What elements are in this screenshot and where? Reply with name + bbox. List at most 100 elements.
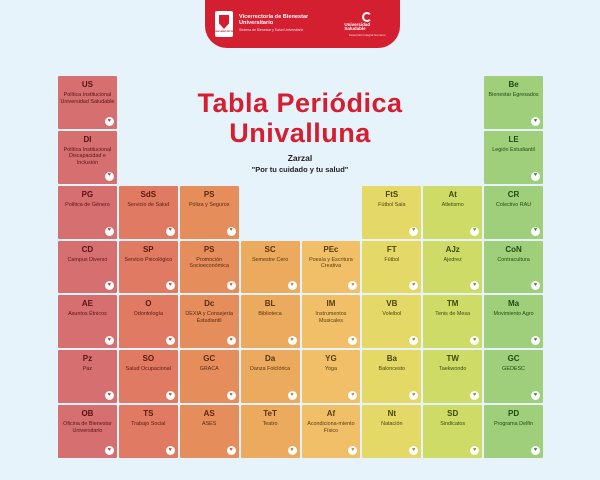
element-name: Movimiento Agro [493,311,534,318]
element-name: ASES [201,421,217,428]
element-name: Baloncesto [378,366,406,373]
element-symbol: PS [203,189,215,199]
element-name: Sindicatos [440,421,466,428]
heart-icon: ♥ [104,171,114,181]
element-cell: PD Programa Delfín ♥ [484,405,543,458]
element-symbol: SC [264,244,276,254]
element-name: Instrumentos Musicales [315,311,347,325]
element-cell: PEc Poesía y Escritura Creativa ♥ [301,240,361,294]
element-cell: IM Instrumentos Musicales ♥ [301,295,361,349]
element-cell: FT Fútbol ♥ [362,240,422,294]
element-cell: Dc DEXIA y Consejería Estudiantil ♥ [179,295,239,349]
element-symbol: TS [143,409,154,419]
element-symbol: O [145,299,152,309]
header-banner: Universidad del Valle Vicerrectoría de B… [205,0,400,48]
element-name: Natación [381,421,403,428]
element-cell: PS Promoción Socioeconómica ♥ [179,240,239,294]
element-cell: TW Taekwondo ♥ [423,350,483,404]
vicerrectoria-block: Vicerrectoría de Bienestar Universitario… [239,14,338,32]
element-name: Teatro [262,421,278,428]
element-name: Fútbol Sala [378,201,406,208]
element-name: Servicio de Salud [127,201,170,208]
heart-icon: ♥ [165,336,175,346]
heart-icon: ♥ [348,391,358,401]
element-cell: VB Voleibol ♥ [362,295,422,349]
element-symbol: BL [264,299,276,309]
element-cell: Af Acondiciona-miento Físico ♥ [301,405,361,458]
slogan: "Por tu cuidado y tu salud" [251,165,349,174]
element-name: Colectivo RAU [496,201,532,208]
heart-icon: ♥ [348,281,358,291]
heart-icon: ♥ [531,226,540,236]
heart-icon: ♥ [104,391,114,401]
element-name: Asuntos Étnicos [68,311,107,318]
element-symbol: PD [508,409,520,419]
element-symbol: VB [386,299,398,309]
element-name: Fútbol [384,256,400,263]
element-symbol: TeT [263,409,277,419]
element-symbol: PEc [323,244,339,254]
element-name: Bienestar Egresados [488,92,539,98]
element-symbol: Dc [204,299,215,309]
heart-icon: ♥ [470,336,480,346]
heart-icon: ♥ [409,336,419,346]
element-symbol: CR [507,189,520,199]
element-name: Danza Folclórica [249,366,291,373]
page-title-line-1: Tabla Periódica [197,88,403,118]
shield-icon [219,15,229,29]
element-cell: GC GRACA ♥ [179,350,239,404]
element-cell: CD Campus Diverso ♥ [58,240,117,294]
heart-icon: ♥ [104,446,114,455]
heart-icon: ♥ [470,226,480,236]
heart-icon: ♥ [226,336,236,346]
element-name: DEXIA y Consejería Estudiantil [185,311,233,325]
heart-icon: ♥ [531,391,540,401]
element-name: Semestre Cero [251,256,289,263]
heart-icon: ♥ [409,446,419,455]
element-name: Promoción Socioeconómica [189,256,229,270]
element-symbol: AS [203,409,215,419]
element-name: Taekwondo [439,366,467,373]
element-name: Salud Ocupacional [125,366,171,373]
element-symbol: SP [142,244,154,254]
element-name: Oficina de Bienestar Universitario [63,421,112,434]
element-symbol: SO [142,354,155,364]
element-cell: AJz Ajedrez ♥ [423,240,483,294]
element-symbol: Be [508,80,519,89]
element-symbol: Af [326,409,336,419]
element-cell: SD Sindicatos ♥ [423,405,483,458]
element-cell: SdS Servicio de Salud ♥ [118,185,178,239]
element-symbol: OB [81,409,94,419]
heart-icon: ♥ [409,226,419,236]
element-cell: Ma Movimiento Agro ♥ [484,295,543,349]
heart-icon: ♥ [409,391,419,401]
element-name: Trabajo Social [131,421,166,428]
element-cell: PG Política de Género ♥ [58,185,117,239]
element-name: Política de Género [65,201,110,208]
element-name: GRACA [199,366,219,373]
element-symbol: TW [446,354,459,364]
element-symbol: Da [264,354,276,364]
element-symbol: AE [81,299,93,309]
heart-icon: ♥ [470,446,480,455]
element-name: Paz [82,366,93,373]
element-cell: BL Biblioteca ♥ [240,295,300,349]
element-name: Voleibol [382,311,402,318]
element-cell: TM Tenis de Mesa ♥ [423,295,483,349]
element-cell: Be Bienestar Egresados ♥ [484,76,543,129]
element-symbol: DI [83,134,92,144]
heart-icon: ♥ [226,281,236,291]
campus-subtitle: Zarzal [287,153,313,163]
element-cell: SC Semestre Cero ♥ [240,240,300,294]
element-symbol: GC [507,354,520,364]
element-cell: TeT Teatro ♥ [240,405,300,458]
element-symbol: PG [81,189,94,199]
element-symbol: AJz [445,244,460,254]
heart-icon: ♥ [348,336,358,346]
element-cell: Nt Natación ♥ [362,405,422,458]
universidad-saludable-logo: Universidad Saludable Desarrollo Integra… [344,11,390,37]
page-title-line-2: Univalluna [229,118,371,148]
element-cell: OB Oficina de Bienestar Universitario ♥ [58,405,117,458]
element-name: Ajedrez [443,256,462,263]
heart-icon: ♥ [104,226,114,236]
